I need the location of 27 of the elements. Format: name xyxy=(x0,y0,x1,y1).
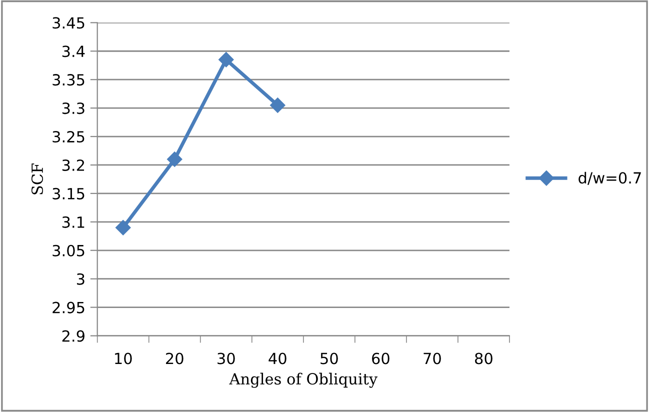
point xyxy=(218,52,234,68)
x-tick-label: 20 xyxy=(166,352,184,364)
x-tick-label: 60 xyxy=(372,352,390,364)
y-tick-label: 3.45 xyxy=(52,17,84,29)
y-tick-label: 3.05 xyxy=(52,244,84,256)
y-tick-label: 2.9 xyxy=(62,330,84,342)
x-tick-label: 30 xyxy=(218,352,235,364)
y-tick-label: 3.35 xyxy=(52,74,84,86)
y-tick-label: 3.4 xyxy=(62,46,85,58)
legend-label: d/w=0.7 xyxy=(578,172,641,185)
y-axis-title: SCF xyxy=(31,163,44,194)
point xyxy=(167,152,182,167)
y-tick-label: 3.25 xyxy=(52,130,84,143)
x-tick-label: 80 xyxy=(475,352,492,364)
x-tick-label: 70 xyxy=(424,352,441,364)
y-tick-label: 2.95 xyxy=(52,302,84,314)
point xyxy=(116,220,131,236)
point xyxy=(270,98,286,113)
x-tick-label: 50 xyxy=(320,352,338,364)
y-tick-label: 3 xyxy=(76,273,84,285)
y-tick-label: 3.3 xyxy=(62,102,84,114)
y-tick-label: 3.15 xyxy=(52,188,84,200)
x-tick-label: 40 xyxy=(268,352,286,364)
y-tick-label: 3.1 xyxy=(62,216,84,228)
x-tick-label: 10 xyxy=(115,352,132,364)
y-tick-label: 3.2 xyxy=(62,159,84,172)
x-axis-title: Angles of Obliquity xyxy=(229,372,378,388)
